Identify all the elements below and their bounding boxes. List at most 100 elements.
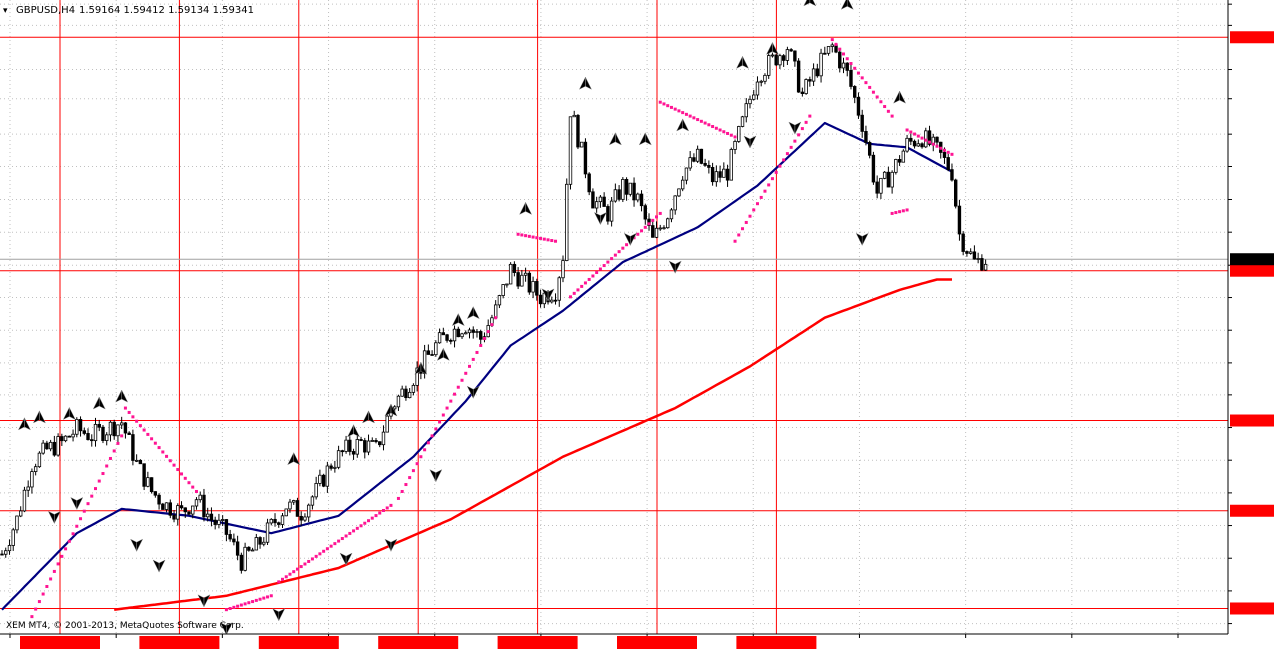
psar-dot <box>352 529 356 533</box>
candle-body <box>30 471 34 488</box>
psar-dot <box>703 121 707 125</box>
candle-body <box>639 193 644 207</box>
psar-dot <box>617 250 621 254</box>
psar-dot <box>337 539 341 543</box>
psar-dot <box>45 584 49 588</box>
candle-body <box>673 195 677 211</box>
fractal-down-arrow <box>593 211 607 225</box>
candle-body <box>460 333 464 338</box>
psar-dot <box>277 580 281 584</box>
psar-dot <box>520 233 524 237</box>
fractal-down-arrow <box>384 538 398 552</box>
candle-body <box>348 439 352 452</box>
psar-dot <box>722 130 726 134</box>
candle-body <box>243 546 247 571</box>
psar-dot <box>942 148 946 152</box>
psar-dot <box>950 152 954 156</box>
fractal-up-arrow <box>676 118 690 132</box>
psar-dot <box>677 109 681 113</box>
psar-dot <box>673 107 677 111</box>
psar-dot <box>396 496 400 500</box>
candle-body <box>333 466 337 469</box>
psar-dot <box>610 257 614 261</box>
candles-layer <box>0 42 988 574</box>
vertical-lines-layer <box>59 0 777 634</box>
candle-body <box>718 171 722 178</box>
psar-dot <box>292 570 296 574</box>
psar-dot <box>101 472 105 476</box>
price-scale[interactable] <box>1228 3 1274 625</box>
candle-body <box>385 415 389 433</box>
candle-body <box>572 114 576 118</box>
psar-dot <box>662 102 666 106</box>
candle-body <box>112 421 116 437</box>
psar-dot <box>741 227 745 231</box>
psar-dot <box>613 253 617 257</box>
fractal-down-arrow <box>541 288 555 302</box>
grid-layer <box>0 0 1228 634</box>
level-price-badge <box>1230 31 1274 44</box>
candle-body <box>295 500 300 517</box>
candle-body <box>452 328 457 342</box>
candle-body <box>935 136 939 143</box>
candle-body <box>752 94 756 100</box>
psar-dot <box>269 594 273 598</box>
candle-body <box>793 50 797 62</box>
psar-dot <box>288 572 292 576</box>
candle-body <box>67 435 72 438</box>
psar-dot <box>157 446 161 450</box>
candle-body <box>785 49 790 61</box>
candle-body <box>344 439 348 452</box>
current-price-badge <box>1230 253 1274 266</box>
candle-body <box>651 225 655 238</box>
psar-dot <box>666 104 670 108</box>
psar-dot <box>935 144 939 148</box>
candle-body <box>168 502 172 516</box>
candle-body <box>808 79 812 82</box>
psar-dot <box>359 524 363 528</box>
candle-body <box>378 441 382 446</box>
fractal-up-arrow <box>436 348 450 361</box>
candle-body <box>269 518 273 524</box>
psar-dot <box>699 119 703 123</box>
candle-body <box>22 489 27 512</box>
candle-body <box>512 263 517 273</box>
candle-body <box>882 171 887 179</box>
psar-dot <box>842 52 845 56</box>
psar-dot <box>449 399 453 403</box>
candle-body <box>853 86 857 98</box>
candle-body <box>198 494 202 501</box>
psar-dot <box>385 506 389 510</box>
candle-body <box>78 419 83 432</box>
candle-body <box>37 452 42 468</box>
candle-body <box>82 430 86 434</box>
time-scale[interactable] <box>9 634 1179 649</box>
level-price-badge <box>1230 264 1274 277</box>
psar-dot <box>916 134 920 138</box>
candle-body <box>968 251 973 254</box>
psar-dot <box>890 211 894 215</box>
separator-date-badge <box>736 636 817 649</box>
candle-body <box>265 522 270 543</box>
candle-body <box>411 384 416 393</box>
candle-body <box>714 171 719 183</box>
psar-dot <box>266 595 270 599</box>
candle-body <box>105 434 109 441</box>
candle-body <box>815 68 820 77</box>
psar-dot <box>894 211 898 215</box>
candle-body <box>819 52 823 77</box>
collapse-arrow-icon[interactable]: ▾ <box>3 6 8 16</box>
psar-dot <box>284 575 288 579</box>
psar-dot <box>127 410 131 414</box>
psar-dot <box>759 195 763 199</box>
psar-dot <box>572 291 576 295</box>
psar-dot <box>606 260 610 264</box>
candle-body <box>90 439 94 442</box>
psar-dot <box>479 344 483 348</box>
psar-dot <box>445 406 449 410</box>
fractal-down-arrow <box>466 385 480 399</box>
level-price-badge <box>1230 504 1274 517</box>
